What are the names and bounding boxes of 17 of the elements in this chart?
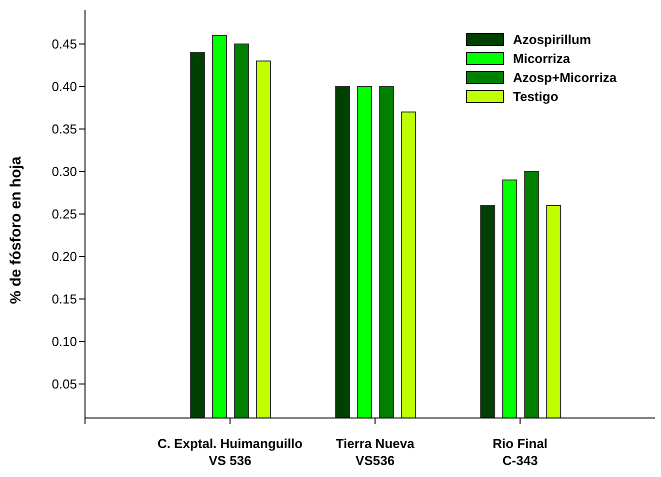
y-tick-label: 0.40 <box>52 79 77 94</box>
y-tick-label: 0.45 <box>52 36 77 52</box>
legend-label: Azospirillum <box>513 31 592 49</box>
y-tick-label: 0.10 <box>52 334 77 350</box>
x-tick-label: Tierra Nueva VS536 <box>336 436 416 468</box>
legend-label: Micorriza <box>513 50 570 68</box>
y-tick-label: 0.30 <box>52 164 77 180</box>
y-axis-title: % de fósforo en hoja <box>7 156 24 304</box>
x-tick-label: Rio Final C-343 <box>492 436 548 468</box>
y-tick-label: 0.15 <box>52 292 77 307</box>
y-tick-label: 0.20 <box>52 249 77 264</box>
x-tick-label: C. Exptal. Huimanguillo VS 536 <box>157 436 303 468</box>
legend-label: Testigo <box>513 88 558 106</box>
y-tick-label: 0.35 <box>52 122 77 137</box>
y-tick-label: 0.05 <box>52 376 77 392</box>
legend-label: Azosp+Micorriza <box>513 69 617 87</box>
y-tick-label: 0.25 <box>52 206 77 222</box>
